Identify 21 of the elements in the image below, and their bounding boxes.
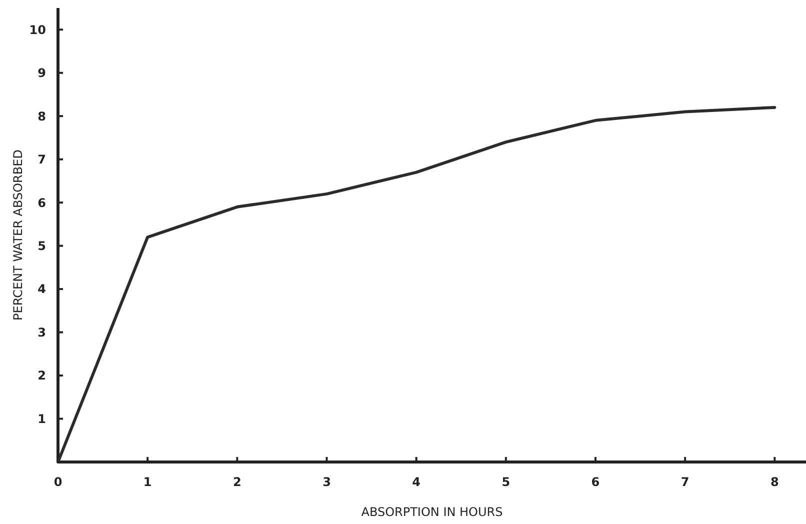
y-tick-label: 7 (38, 152, 46, 167)
x-tick-label: 5 (502, 475, 510, 489)
x-tick-label: 6 (591, 475, 600, 489)
y-tick-label: 1 (38, 412, 46, 426)
y-tick-label: 10 (29, 22, 46, 37)
y-tick-label: 6 (38, 196, 46, 210)
x-tick-label: 1 (143, 475, 152, 489)
y-tick-label: 9 (38, 66, 46, 80)
y-axis-title: PERCENT WATER ABSORBED (11, 150, 25, 320)
y-tick-label: 3 (38, 325, 46, 340)
x-tick-label: 4 (412, 475, 421, 489)
x-tick-label: 8 (770, 475, 779, 489)
y-tick-label: 5 (38, 239, 46, 254)
x-tick-label: 2 (232, 475, 242, 489)
y-tick-label: 2 (38, 368, 46, 383)
y-tick-label: 8 (38, 109, 46, 124)
x-tick-label: 3 (322, 475, 331, 489)
y-tick-label: 4 (38, 282, 46, 296)
x-axis-title: ABSORPTION IN HOURS (361, 505, 503, 519)
x-tick-label: 0 (54, 475, 62, 489)
x-tick-label: 7 (680, 475, 690, 489)
